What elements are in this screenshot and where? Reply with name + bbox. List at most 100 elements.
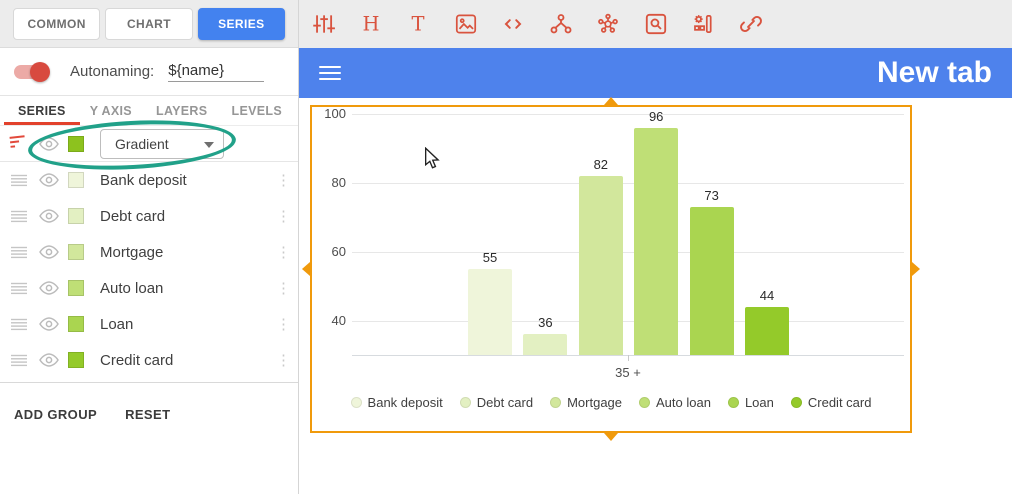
palette-row: Gradient	[0, 115, 298, 175]
legend-label: Debt card	[476, 395, 534, 410]
series-row: Credit card ⋮	[0, 342, 298, 378]
tab-chart[interactable]: CHART	[105, 7, 193, 40]
drag-handle-icon[interactable]	[8, 174, 30, 187]
resize-handle-top[interactable]	[604, 97, 618, 105]
y-axis-tick-label: 40	[331, 312, 346, 328]
bar-loan[interactable]	[689, 206, 734, 355]
drag-handle-icon[interactable]	[8, 282, 30, 295]
drag-handle-icon[interactable]	[8, 354, 30, 367]
series-name-label: Bank deposit	[100, 171, 187, 189]
series-row: Mortgage ⋮	[0, 234, 298, 270]
series-color-swatch[interactable]	[68, 208, 84, 224]
legend-item[interactable]: Debt card	[459, 395, 534, 410]
hierarchy-icon[interactable]	[548, 11, 574, 37]
series-color-swatch[interactable]	[68, 316, 84, 332]
legend-swatch	[639, 397, 651, 408]
hamburger-menu-icon[interactable]	[319, 62, 341, 84]
subtab-levels[interactable]: LEVELS	[231, 103, 282, 118]
palette-swatch[interactable]	[68, 135, 84, 152]
palette-dropdown-value: Gradient	[115, 135, 169, 152]
series-name-label: Auto loan	[100, 279, 164, 297]
add-group-button[interactable]: ADD GROUP	[14, 407, 98, 422]
legend-item[interactable]: Credit card	[790, 395, 871, 410]
series-color-swatch[interactable]	[68, 172, 84, 188]
gridline	[352, 320, 904, 322]
visibility-eye-icon[interactable]	[38, 173, 60, 187]
drag-handle-icon[interactable]	[8, 210, 30, 223]
settings-sliders-icon[interactable]	[310, 11, 336, 37]
resize-handle-right[interactable]	[912, 262, 920, 276]
bar-value-label: 73	[704, 187, 719, 203]
code-icon[interactable]	[500, 11, 526, 37]
heading-icon[interactable]: H	[358, 11, 384, 37]
series-color-swatch[interactable]	[68, 244, 84, 260]
resize-handle-left[interactable]	[302, 262, 310, 276]
image-icon[interactable]	[453, 11, 479, 37]
legend-item[interactable]: Auto loan	[639, 395, 711, 410]
reset-button[interactable]: RESET	[125, 407, 171, 422]
kebab-menu-icon[interactable]: ⋮	[276, 244, 291, 261]
drag-handle-icon[interactable]	[8, 246, 30, 259]
autonaming-input[interactable]	[168, 61, 265, 82]
tab-title: New tab	[876, 56, 992, 89]
series-subtabs: SERIES Y AXIS LAYERS LEVELS	[0, 96, 298, 126]
sidebar-tab-strip: COMMON CHART SERIES	[0, 0, 298, 48]
visibility-eye-icon[interactable]	[38, 136, 60, 151]
visibility-eye-icon[interactable]	[38, 245, 60, 259]
series-color-swatch[interactable]	[68, 280, 84, 296]
kebab-menu-icon[interactable]: ⋮	[276, 280, 291, 297]
bar-mortgage[interactable]	[578, 175, 623, 355]
series-list: Bank deposit ⋮ Debt card ⋮ Mortgage ⋮	[0, 162, 298, 378]
legend-swatch	[727, 397, 739, 408]
active-subtab-underline	[4, 122, 80, 125]
kebab-menu-icon[interactable]: ⋮	[276, 316, 291, 333]
tab-series[interactable]: SERIES	[197, 7, 285, 40]
subtab-layers[interactable]: LAYERS	[156, 103, 208, 118]
series-row: Bank deposit ⋮	[0, 162, 298, 198]
zoom-icon[interactable]	[643, 11, 669, 37]
resize-handle-bottom[interactable]	[604, 433, 618, 441]
legend-swatch	[459, 397, 471, 408]
legend-swatch	[550, 397, 562, 408]
visibility-eye-icon[interactable]	[38, 317, 60, 331]
legend-swatch	[790, 397, 802, 408]
y-axis-tick-label: 60	[331, 243, 346, 259]
text-icon[interactable]: T	[405, 11, 431, 37]
sidebar-divider	[0, 382, 298, 383]
autonaming-toggle[interactable]	[14, 61, 50, 82]
palette-dropdown[interactable]: Gradient	[100, 128, 224, 159]
bar-value-label: 55	[482, 249, 498, 265]
settings-sidebar: COMMON CHART SERIES Autonaming: SERIES Y…	[0, 0, 299, 494]
bar-debt-card[interactable]	[523, 334, 568, 355]
bar-auto-loan[interactable]	[634, 127, 679, 355]
subtab-series[interactable]: SERIES	[18, 103, 66, 118]
chart-selection[interactable]: Bank deposit Debt card Mortgage Auto loan Lo…	[302, 97, 920, 441]
bar-bank-deposit[interactable]	[468, 268, 512, 355]
visibility-eye-icon[interactable]	[38, 353, 60, 367]
gridline	[352, 182, 904, 184]
widgets-icon[interactable]	[690, 11, 716, 37]
x-axis-tick	[628, 355, 629, 361]
tab-common[interactable]: COMMON	[13, 7, 101, 40]
legend-item[interactable]: Loan	[727, 395, 774, 410]
link-icon[interactable]	[738, 11, 764, 37]
drag-handle-icon[interactable]	[8, 318, 30, 331]
kebab-menu-icon[interactable]: ⋮	[276, 352, 291, 369]
legend-label: Bank deposit	[367, 395, 443, 410]
visibility-eye-icon[interactable]	[38, 281, 60, 295]
sort-descending-icon[interactable]	[8, 133, 30, 154]
series-color-swatch[interactable]	[68, 352, 84, 368]
visibility-eye-icon[interactable]	[38, 209, 60, 223]
kebab-menu-icon[interactable]: ⋮	[276, 172, 291, 189]
series-name-label: Mortgage	[100, 243, 164, 261]
bar-credit-card[interactable]	[745, 306, 789, 355]
legend-item[interactable]: Mortgage	[550, 395, 622, 410]
kebab-menu-icon[interactable]: ⋮	[276, 208, 291, 225]
cluster-icon[interactable]	[595, 11, 621, 37]
series-row: Debt card ⋮	[0, 198, 298, 234]
sidebar-footer: ADD GROUP RESET	[0, 383, 298, 422]
legend-item[interactable]: Bank deposit	[350, 395, 443, 410]
subtab-y-axis[interactable]: Y AXIS	[89, 103, 132, 118]
svg-text:H: H	[362, 13, 379, 36]
series-row: Loan ⋮	[0, 306, 298, 342]
